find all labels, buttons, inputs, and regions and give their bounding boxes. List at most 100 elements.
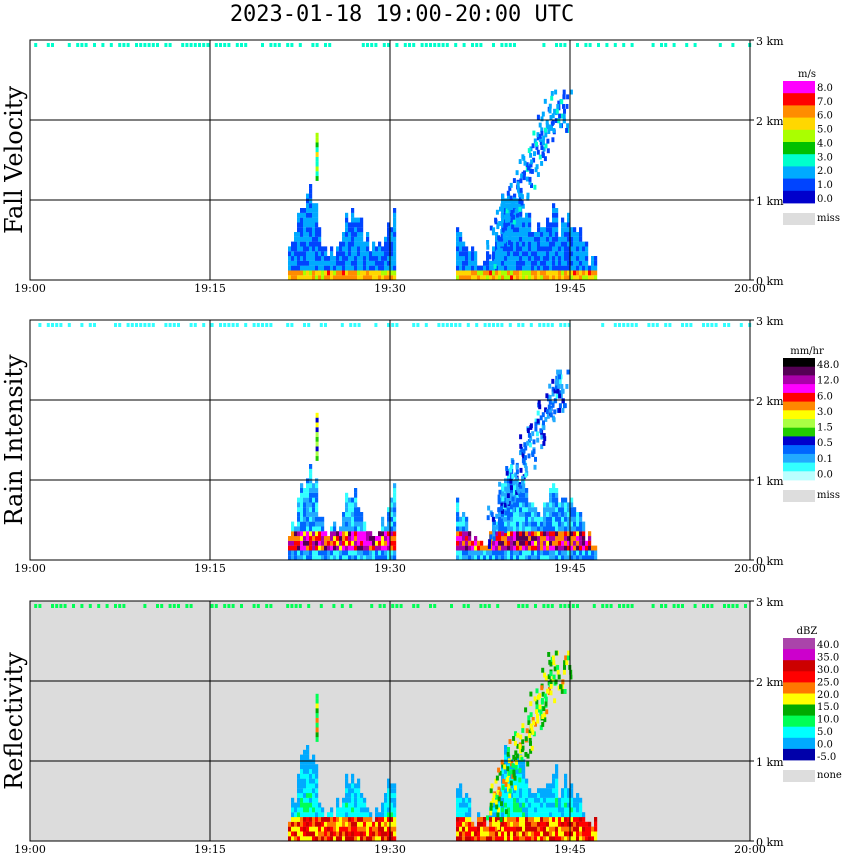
noise-cell (227, 323, 231, 327)
echo-cell (558, 390, 562, 396)
echo-cell (315, 821, 319, 827)
echo-cell (522, 270, 526, 276)
echo-cell (387, 536, 391, 541)
echo-cell (516, 212, 520, 218)
echo-cell (567, 550, 571, 556)
echo-cell (354, 783, 358, 789)
echo-cell (543, 526, 547, 532)
echo-cell (318, 251, 322, 257)
echo-cell (297, 232, 301, 237)
echo-cell (496, 790, 500, 795)
echo-cell (342, 526, 346, 532)
echo-cell (315, 137, 319, 143)
echo-cell (528, 793, 532, 798)
echo-cell (366, 540, 370, 546)
echo-cell (309, 521, 313, 527)
noise-cell (664, 323, 668, 327)
echo-cell (339, 550, 343, 556)
echo-cell (516, 743, 520, 749)
echo-cell (306, 783, 310, 789)
echo-cell (306, 246, 310, 252)
echo-cell (309, 188, 313, 194)
echo-cell (345, 797, 349, 803)
echo-cell (360, 831, 364, 837)
echo-cell (537, 831, 541, 837)
echo-cell (306, 232, 310, 237)
echo-cell (300, 826, 304, 832)
echo-cell (492, 246, 496, 252)
echo-cell (507, 836, 511, 842)
echo-cell (542, 425, 546, 431)
echo-cell (336, 821, 340, 827)
colorbar-swatch (783, 401, 815, 411)
echo-cell (537, 807, 541, 813)
echo-cell (315, 492, 319, 498)
noise-cell (458, 323, 462, 327)
echo-cell (540, 246, 544, 252)
echo-cell (354, 270, 358, 276)
echo-cell (486, 256, 490, 261)
echo-cell (456, 241, 460, 247)
echo-cell (291, 260, 295, 266)
echo-cell (525, 836, 529, 842)
echo-cell (393, 507, 397, 513)
echo-cell (315, 417, 319, 423)
echo-cell (387, 227, 391, 233)
echo-cell (492, 550, 496, 556)
echo-cell (486, 826, 490, 832)
echo-cell (471, 270, 475, 276)
echo-cell (495, 236, 499, 242)
echo-cell (456, 275, 460, 281)
echo-cell (378, 555, 382, 561)
echo-cell (510, 488, 514, 493)
echo-cell (513, 497, 517, 503)
echo-cell (465, 793, 469, 798)
echo-cell (540, 545, 544, 551)
echo-cell (540, 826, 544, 832)
echo-cell (300, 241, 304, 247)
echo-cell (288, 536, 292, 541)
echo-cell (576, 512, 580, 517)
echo-cell (567, 227, 571, 233)
echo-cell (510, 210, 514, 215)
echo-cell (363, 550, 367, 556)
echo-cell (333, 550, 337, 556)
echo-cell (522, 821, 526, 827)
echo-cell (393, 545, 397, 551)
echo-cell (534, 526, 538, 532)
echo-cell (521, 723, 525, 729)
echo-cell (503, 238, 507, 244)
noise-cell (538, 323, 542, 327)
echo-cell (306, 745, 310, 750)
echo-cell (532, 449, 536, 454)
echo-cell (555, 108, 559, 114)
echo-cell (564, 232, 568, 237)
echo-cell (543, 516, 547, 522)
echo-cell (531, 246, 535, 252)
echo-cell (504, 265, 508, 271)
echo-cell (345, 793, 349, 798)
echo-cell (497, 243, 501, 249)
echo-cell (330, 812, 334, 818)
echo-cell (562, 89, 566, 95)
echo-cell (345, 236, 349, 242)
echo-cell (489, 817, 493, 822)
echo-cell (522, 275, 526, 281)
noise-cell (550, 323, 554, 327)
echo-cell (549, 265, 553, 271)
echo-cell (366, 241, 370, 247)
echo-cell (541, 722, 545, 727)
echo-cell (354, 227, 358, 233)
echo-cell (318, 275, 322, 281)
echo-cell (321, 821, 325, 827)
echo-cell (342, 516, 346, 522)
echo-cell (567, 817, 571, 822)
echo-cell (288, 836, 292, 842)
echo-cell (459, 783, 463, 789)
echo-cell (579, 831, 583, 837)
echo-cell (366, 545, 370, 551)
echo-cell (522, 797, 526, 803)
echo-cell (330, 540, 334, 546)
echo-cell (360, 512, 364, 517)
echo-cell (561, 246, 565, 252)
